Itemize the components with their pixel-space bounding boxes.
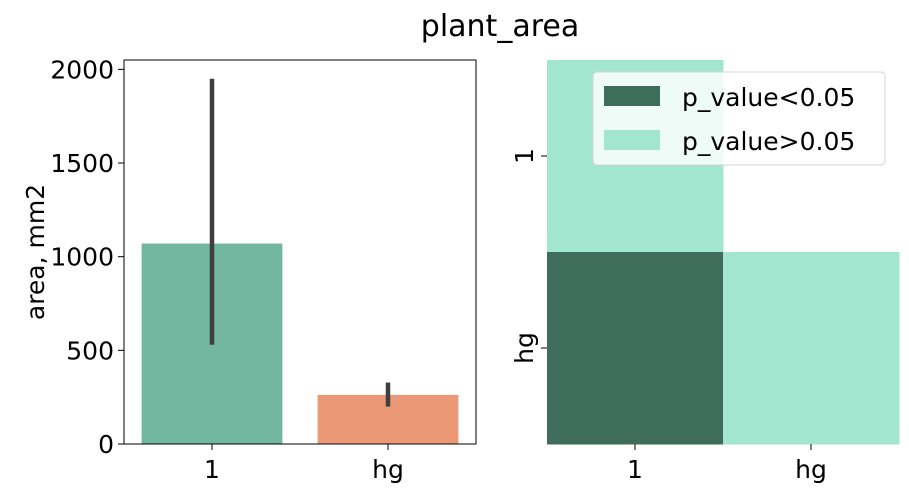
legend: p_value<0.05 p_value>0.05 [592,71,886,166]
y-tick-label: 2000 [50,55,114,84]
y-tick-label: 0 [98,430,114,459]
legend-label-significant: p_value<0.05 [682,83,855,112]
heatmap-x-tick-label: hg [795,455,827,484]
legend-swatch-not-significant [604,130,660,150]
y-tick-label: 500 [66,336,114,365]
y-tick-label: 1500 [50,149,114,178]
y-axis-label: area, mm2 [21,184,50,320]
legend-frame [592,71,886,166]
heatmap-y-tick-label: 1 [510,148,539,164]
heatmap-x-tick-label: 1 [627,455,643,484]
x-tick-label: 1 [204,455,220,484]
y-tick-label: 1000 [50,243,114,272]
legend-swatch-significant [604,86,660,106]
heatmap-cell-hg-1 [547,252,724,445]
figure-title: plant_area [421,9,579,44]
bar-chart: 0 500 1000 1500 2000 1 hg area, mm2 [21,55,477,484]
heatmap-y-tick-label: hg [510,332,539,364]
legend-label-not-significant: p_value>0.05 [682,127,855,156]
x-tick-label: hg [372,455,404,484]
heatmap-cell-hg-hg [723,252,900,445]
bar-chart-frame [123,59,477,445]
heatmap-chart: 1 hg 1 hg p_value<0.05 p_value>0.05 [510,60,900,484]
